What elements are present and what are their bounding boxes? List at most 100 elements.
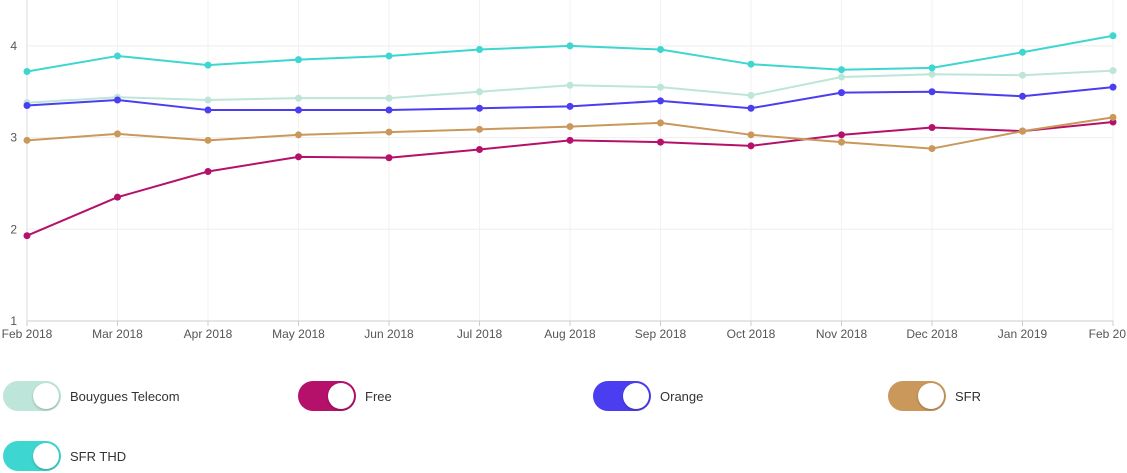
toggle-switch[interactable] xyxy=(298,381,356,411)
data-point-sfr-thd xyxy=(114,52,121,60)
data-point-bouygues-telecom xyxy=(476,88,483,96)
toggle-switch[interactable] xyxy=(3,381,61,411)
legend-label: Free xyxy=(365,388,392,404)
data-point-bouygues-telecom xyxy=(295,94,302,102)
data-point-free xyxy=(838,131,845,139)
data-point-sfr xyxy=(114,130,121,138)
data-point-orange xyxy=(476,104,483,112)
x-tick-label: Sep 2018 xyxy=(635,327,687,341)
data-point-sfr xyxy=(657,119,664,127)
legend-item-sfr-thd[interactable]: SFR THD xyxy=(3,441,126,471)
data-point-sfr xyxy=(476,125,483,133)
x-tick-label: Feb 20 xyxy=(1089,327,1127,341)
data-point-bouygues-telecom xyxy=(928,70,936,78)
x-tick-label: Dec 2018 xyxy=(906,327,958,341)
data-point-orange xyxy=(928,88,936,96)
data-point-bouygues-telecom xyxy=(204,96,212,104)
legend-item-orange[interactable]: Orange xyxy=(593,381,703,411)
data-point-orange xyxy=(657,97,664,105)
y-tick-label: 4 xyxy=(10,39,17,53)
x-tick-label: Mar 2018 xyxy=(92,327,143,341)
data-point-sfr xyxy=(1019,127,1026,135)
toggle-knob xyxy=(33,383,59,409)
x-tick-label: Aug 2018 xyxy=(544,327,596,341)
data-point-orange xyxy=(385,106,393,114)
toggle-switch[interactable] xyxy=(593,381,651,411)
data-point-sfr xyxy=(23,136,31,144)
data-point-bouygues-telecom xyxy=(566,81,574,89)
data-point-free xyxy=(476,145,483,153)
x-tick-label: Jun 2018 xyxy=(364,327,414,341)
x-tick-label: May 2018 xyxy=(272,327,325,341)
data-point-sfr-thd xyxy=(295,56,302,64)
data-point-bouygues-telecom xyxy=(1019,71,1026,79)
data-point-sfr xyxy=(1109,113,1117,121)
x-tick-label: Jan 2019 xyxy=(998,327,1048,341)
data-point-free xyxy=(204,168,212,176)
data-point-bouygues-telecom xyxy=(1109,67,1117,75)
x-tick-label: Oct 2018 xyxy=(727,327,776,341)
x-tick-label: Jul 2018 xyxy=(457,327,503,341)
legend-label: SFR xyxy=(955,388,981,404)
toggle-switch[interactable] xyxy=(3,441,61,471)
data-point-free xyxy=(928,123,936,131)
data-point-sfr-thd xyxy=(476,46,483,54)
data-point-free xyxy=(23,232,31,240)
legend-label: SFR THD xyxy=(70,448,127,464)
toggle-knob xyxy=(623,383,649,409)
x-tick-label: Nov 2018 xyxy=(816,327,868,341)
x-tick-label: Apr 2018 xyxy=(184,327,233,341)
data-point-orange xyxy=(1019,92,1026,100)
legend-label: Bouygues Telecom xyxy=(70,388,180,404)
data-point-sfr-thd xyxy=(385,52,393,60)
data-point-orange xyxy=(114,96,121,104)
y-tick-label: 1 xyxy=(10,314,17,328)
legend-item-free[interactable]: Free xyxy=(298,381,392,411)
toggle-switch[interactable] xyxy=(888,381,946,411)
data-point-sfr-thd xyxy=(1109,32,1117,40)
data-point-free xyxy=(114,193,121,201)
data-point-sfr-thd xyxy=(566,42,574,50)
toggle-knob xyxy=(33,443,59,469)
data-point-sfr-thd xyxy=(204,61,212,69)
legend-label: Orange xyxy=(660,388,704,404)
data-point-free xyxy=(385,154,393,162)
data-point-orange xyxy=(204,106,212,114)
data-point-free xyxy=(657,138,664,146)
x-tick-label: Feb 2018 xyxy=(2,327,53,341)
data-point-sfr xyxy=(566,123,574,131)
legend-item-bouygues-telecom[interactable]: Bouygues Telecom xyxy=(3,381,180,411)
data-point-sfr-thd xyxy=(838,66,845,74)
data-point-sfr xyxy=(204,136,212,144)
y-tick-label: 2 xyxy=(10,222,17,236)
data-point-bouygues-telecom xyxy=(747,91,755,99)
data-point-sfr-thd xyxy=(657,46,664,54)
data-point-sfr xyxy=(295,131,302,139)
toggle-knob xyxy=(328,383,354,409)
data-point-sfr-thd xyxy=(23,68,31,76)
data-point-orange xyxy=(295,106,302,114)
data-point-free xyxy=(747,142,755,150)
data-point-sfr-thd xyxy=(1019,48,1026,56)
data-point-free xyxy=(566,136,574,144)
legend-item-sfr[interactable]: SFR xyxy=(888,381,981,411)
data-point-bouygues-telecom xyxy=(838,73,845,81)
data-point-orange xyxy=(1109,83,1117,91)
data-point-sfr-thd xyxy=(747,60,755,68)
data-point-free xyxy=(295,153,302,161)
data-point-sfr xyxy=(928,145,936,153)
data-point-orange xyxy=(838,89,845,97)
data-point-bouygues-telecom xyxy=(657,83,664,91)
data-point-orange xyxy=(23,101,31,109)
data-point-sfr xyxy=(385,128,393,136)
data-point-sfr xyxy=(838,138,845,146)
data-point-sfr-thd xyxy=(928,64,936,72)
data-point-bouygues-telecom xyxy=(385,94,393,102)
y-tick-label: 3 xyxy=(10,131,17,145)
data-point-sfr xyxy=(747,131,755,139)
data-point-orange xyxy=(566,102,574,110)
toggle-knob xyxy=(918,383,944,409)
data-point-orange xyxy=(747,104,755,112)
